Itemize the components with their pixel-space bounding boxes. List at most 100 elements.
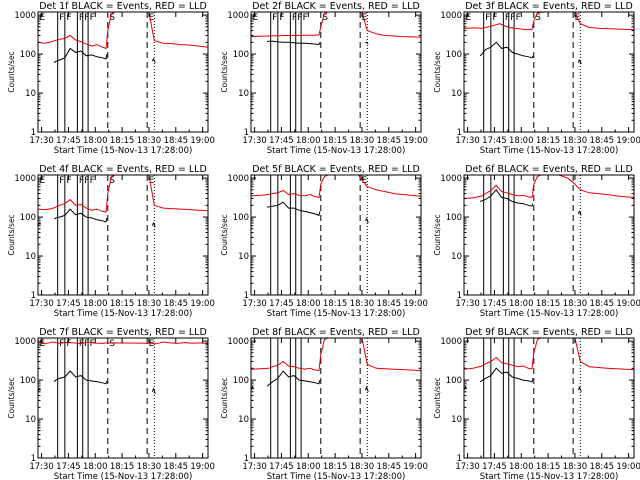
series-line-events: [578, 59, 582, 65]
marker-label: F: [84, 13, 89, 23]
x-tick-label: 18:30: [350, 136, 375, 146]
plot-frame: [250, 174, 422, 296]
marker-label: F: [485, 13, 490, 23]
x-tick-label: 18:45: [377, 136, 402, 146]
x-tick-label: 18:15: [110, 136, 135, 146]
series-line-lld: [250, 337, 422, 372]
y-tick-label: 100: [233, 50, 249, 60]
y-tick-label: 1: [457, 454, 462, 464]
marker-label: E: [362, 176, 368, 186]
y-axis-label: Counts/sec: [433, 377, 442, 418]
x-tick-label: 17:45: [56, 136, 81, 146]
y-tick-label: 10: [25, 89, 36, 99]
x-tick-label: 18:45: [377, 299, 402, 309]
chart-title: Det 7f BLACK = Events, RED = LLD: [39, 327, 207, 338]
series-line-events: [479, 188, 534, 207]
x-tick-label: 17:45: [482, 462, 507, 472]
marker-label: F: [90, 176, 95, 186]
series-line-lld: [463, 337, 635, 371]
x-axis-label: Start Time (15-Nov-13 17:28:00): [267, 472, 406, 480]
marker-label: E: [253, 13, 259, 23]
y-tick-label: 1: [244, 454, 249, 464]
x-tick-label: 18:45: [164, 299, 189, 309]
x-tick-label: 18:00: [296, 462, 321, 472]
x-tick-label: 19:00: [403, 299, 428, 309]
x-axis-label: Start Time (15-Nov-13 17:28:00): [480, 472, 619, 480]
y-tick-label: 10: [451, 252, 462, 262]
chart-title: Det 9f BLACK = Events, RED = LLD: [465, 327, 633, 338]
y-tick-label: 10: [238, 252, 249, 262]
x-tick-label: 17:30: [242, 136, 267, 146]
x-tick-label: 18:15: [323, 136, 348, 146]
marker-label: F: [84, 339, 89, 349]
marker-label: F: [516, 13, 521, 23]
y-tick-label: 1: [457, 128, 462, 138]
plot-frame: [37, 337, 209, 459]
marker-label: F: [510, 13, 515, 23]
plot-frame: [37, 174, 209, 296]
x-tick-label: 18:15: [536, 462, 561, 472]
plot-frame: [37, 11, 209, 133]
marker-label: F: [59, 339, 64, 349]
x-axis-label: Start Time (15-Nov-13 17:28:00): [54, 309, 193, 319]
x-tick-label: 19:00: [190, 299, 215, 309]
marker-label: F: [79, 13, 84, 23]
y-tick-label: 100: [233, 376, 249, 386]
x-tick-label: 17:45: [56, 299, 81, 309]
x-tick-label: 18:00: [83, 462, 108, 472]
marker-label: E: [362, 13, 368, 23]
y-tick-label: 1: [457, 291, 462, 301]
x-tick-label: 17:30: [455, 462, 480, 472]
series-line-events: [53, 370, 108, 385]
x-tick-label: 18:45: [164, 136, 189, 146]
x-tick-label: 19:00: [403, 136, 428, 146]
y-tick-label: 1000: [440, 337, 462, 347]
series-line-lld: [250, 174, 422, 198]
chart-title: Det 8f BLACK = Events, RED = LLD: [252, 327, 420, 338]
plot-frame: [250, 11, 422, 133]
x-tick-label: 18:45: [590, 136, 615, 146]
series-line-events: [152, 387, 156, 394]
x-tick-label: 17:45: [269, 462, 294, 472]
marker-label: S: [109, 13, 115, 23]
y-tick-label: 100: [233, 213, 249, 223]
y-tick-label: 1000: [227, 337, 249, 347]
y-tick-label: 10: [451, 415, 462, 425]
x-tick-label: 19:00: [403, 462, 428, 472]
y-tick-label: 1000: [227, 11, 249, 21]
x-tick-label: 18:45: [590, 462, 615, 472]
x-tick-label: 19:00: [616, 462, 640, 472]
marker-label: F: [84, 176, 89, 186]
x-tick-label: 17:30: [29, 299, 54, 309]
marker-label: E: [149, 339, 155, 349]
chart-title: Det 3f BLACK = Events, RED = LLD: [465, 1, 633, 12]
y-tick-label: 1: [31, 454, 36, 464]
y-axis-label: Counts/sec: [7, 51, 16, 92]
marker-label: F: [59, 176, 64, 186]
y-tick-label: 10: [25, 415, 36, 425]
x-tick-label: 18:15: [323, 299, 348, 309]
chart-title: Det 2f BLACK = Events, RED = LLD: [252, 1, 420, 12]
y-tick-label: 100: [20, 376, 36, 386]
x-tick-label: 18:45: [164, 462, 189, 472]
series-line-events: [53, 208, 108, 223]
x-tick-label: 18:30: [350, 462, 375, 472]
x-tick-label: 19:00: [616, 299, 640, 309]
marker-label: F: [279, 13, 284, 23]
x-tick-label: 18:30: [137, 136, 162, 146]
series-line-events: [53, 47, 108, 64]
y-tick-label: 1: [31, 128, 36, 138]
series-line-lld: [37, 341, 209, 345]
x-tick-label: 18:30: [137, 462, 162, 472]
chart-title: Det 6f BLACK = Events, RED = LLD: [465, 164, 633, 175]
marker-label: E: [466, 13, 472, 23]
plot-frame: [250, 337, 422, 459]
y-tick-label: 100: [446, 376, 462, 386]
x-tick-label: 18:00: [296, 299, 321, 309]
marker-label: F: [79, 339, 84, 349]
